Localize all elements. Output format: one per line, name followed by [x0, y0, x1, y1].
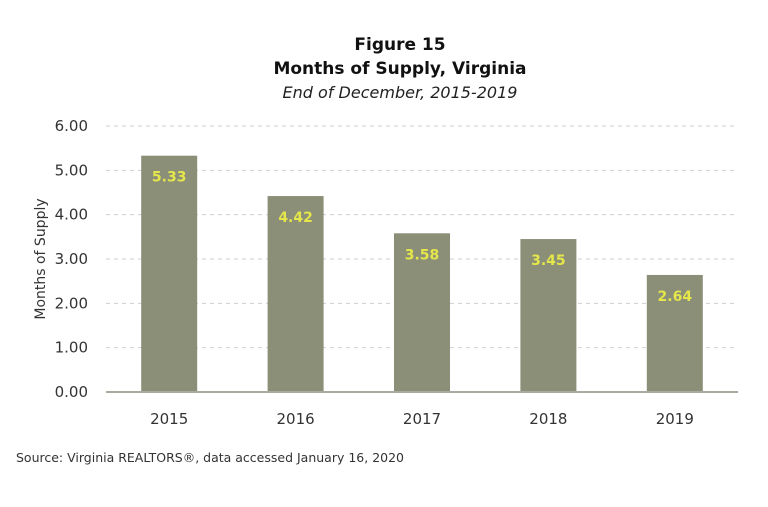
x-tick-label: 2016: [277, 410, 315, 428]
x-tick-label: 2018: [529, 410, 567, 428]
x-tick-label: 2019: [656, 410, 694, 428]
y-tick-label: 6.00: [55, 117, 88, 135]
chart-title: Figure 15: [354, 35, 445, 55]
bar-2018: [520, 239, 577, 392]
chart-subtitle-period: End of December, 2015-2019: [283, 83, 518, 102]
y-tick-label: 0.00: [55, 383, 88, 401]
data-label: 3.45: [531, 253, 566, 269]
bar-2019: [646, 274, 703, 392]
y-tick-label: 2.00: [55, 294, 88, 312]
x-tick-label: 2017: [403, 410, 441, 428]
x-tick-label: 2015: [150, 410, 188, 428]
bar-2016: [267, 196, 324, 392]
data-label: 3.58: [405, 247, 440, 263]
chart-subtitle: Months of Supply, Virginia: [273, 59, 526, 79]
bar-2015: [141, 155, 198, 392]
y-tick-label: 5.00: [55, 161, 88, 179]
data-label: 4.42: [278, 210, 313, 226]
data-label: 5.33: [152, 170, 187, 186]
bar-2017: [394, 233, 450, 392]
source-note: Source: Virginia REALTORS®, data accesse…: [16, 450, 404, 465]
y-tick-label: 1.00: [55, 339, 88, 357]
data-label: 2.64: [658, 289, 693, 305]
y-tick-label: 3.00: [55, 250, 88, 268]
y-tick-label: 4.00: [55, 206, 88, 224]
y-axis-label: Months of Supply: [33, 198, 49, 319]
